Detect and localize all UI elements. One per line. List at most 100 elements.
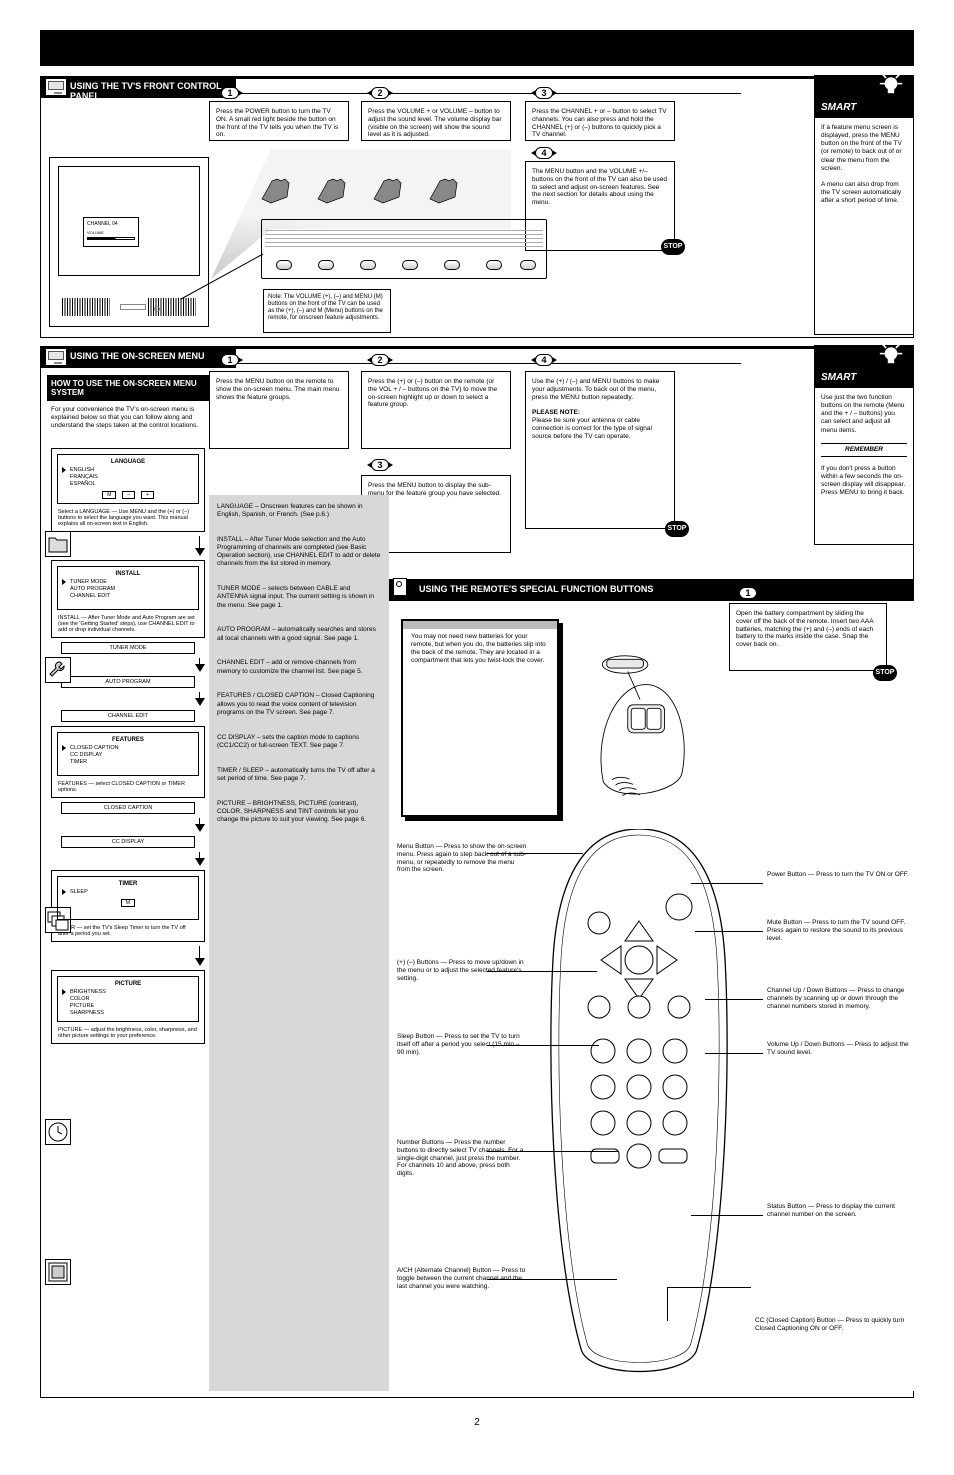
frame-icon	[45, 1259, 71, 1285]
left-col-header: HOW TO USE THE ON-SCREEN MENU SYSTEM	[47, 375, 209, 401]
gray-text: LANGUAGE – Onscreen features can be show…	[217, 503, 381, 519]
osd-item: COLOR	[70, 996, 90, 1002]
mini-label: AUTO PROGRAM	[61, 676, 195, 688]
step-box-3: Press the CHANNEL + or – button to selec…	[525, 101, 675, 141]
label-text: A/CH (Alternate Channel) Button — Press …	[397, 1267, 525, 1290]
remote-label-plusminus: (+) (–) Buttons — Press to move up/down …	[397, 959, 527, 982]
section-title-text: USING THE ON-SCREEN MENU	[70, 351, 205, 361]
remote-note-frame: You may not need new batteries for your …	[401, 619, 559, 817]
step-box-2: Press the VOLUME + or VOLUME – button to…	[361, 101, 511, 141]
section-title: USING THE TV'S FRONT CONTROL PANEL	[40, 76, 236, 98]
section-title-text: USING THE REMOTE'S SPECIAL FUNCTION BUTT…	[419, 584, 653, 594]
osd-desc: INSTALL — After Tuner Mode and Auto Prog…	[58, 615, 198, 633]
label-text: (+) (–) Buttons — Press to move up/down …	[397, 959, 524, 982]
folder-icon	[45, 531, 71, 557]
osd-item: PICTURE	[70, 1003, 94, 1009]
osd-item: CLOSED CAPTION	[70, 745, 119, 751]
step-box-4: The MENU button and the VOLUME +/– butto…	[525, 161, 675, 251]
section-title-text: USING THE TV'S FRONT CONTROL PANEL	[70, 81, 221, 101]
remote-step1-box: Open the battery compartment by sliding …	[729, 603, 887, 671]
step-chip-3: 3	[371, 459, 389, 471]
label-text: Power Button — Press to turn the TV ON o…	[767, 871, 909, 878]
gray-text: INSTALL – After Tuner Mode selection and…	[217, 536, 381, 569]
osd-channel: CHANNEL 04	[87, 221, 135, 227]
wrench-icon	[45, 657, 71, 683]
osd-card-picture: PICTURE BRIGHTNESS COLOR PICTURE SHARPNE…	[51, 970, 205, 1044]
osd-desc: FEATURES — select CLOSED CAPTION or TIME…	[58, 781, 198, 793]
osd-item: SHARPNESS	[70, 1010, 104, 1016]
leader-line	[181, 249, 271, 309]
gray-text: TIMER / SLEEP – automatically turns the …	[217, 767, 381, 783]
remote-icon	[393, 578, 407, 596]
step-chip-1: 1	[221, 354, 239, 366]
label-text: Mute Button — Press to turn the TV sound…	[767, 919, 905, 942]
label-text: Volume Up / Down Buttons — Press to adju…	[767, 1041, 909, 1056]
mini-label: TUNER MODE	[61, 642, 195, 654]
remote-label-sleep: Sleep Button — Press to set the TV to tu…	[397, 1033, 527, 1056]
step-chip-4: 4	[535, 354, 553, 366]
step-wire	[221, 93, 741, 94]
osd-desc: TIMER — set the TV's Sleep Timer to turn…	[58, 925, 198, 937]
tv-icon	[45, 348, 67, 366]
hand-icon	[255, 169, 299, 209]
step-text: Open the battery compartment by sliding …	[736, 610, 873, 648]
lightbulb-icon	[875, 66, 907, 103]
osd-item: CHANNEL EDIT	[70, 593, 110, 599]
step-chip-4: 4	[535, 147, 553, 159]
remote-label-numbers: Number Buttons — Press the number button…	[397, 1139, 527, 1178]
left-column: HOW TO USE THE ON-SCREEN MENU SYSTEM For…	[47, 375, 209, 1048]
osd-desc: PICTURE — adjust the brightness, color, …	[58, 1027, 198, 1039]
smart-tip-box: SMART Use just the two function buttons …	[814, 345, 914, 545]
step-text: Press the VOLUME + or VOLUME – button to…	[368, 108, 502, 138]
notice-header: PLEASE NOTE:	[532, 409, 580, 416]
notice-text: Please be sure your antenna or cable con…	[532, 417, 652, 440]
osd-card-features: FEATURES CLOSED CAPTION CC DISPLAY TIMER…	[51, 726, 205, 798]
stop-badge: STOP	[873, 665, 897, 681]
smart-text: If you don't press a button within a few…	[821, 465, 907, 498]
page-number: 2	[40, 1417, 914, 1428]
osd-volume: VOLUME	[87, 230, 135, 235]
gray-text: CC DISPLAY – sets the caption mode to ca…	[217, 734, 381, 750]
tv-icon	[45, 78, 67, 96]
left-col-intro: For your convenience the TV's on-screen …	[47, 402, 209, 434]
smart-title: SMART	[821, 102, 856, 113]
step-text: Press the (+) or (–) button on the remot…	[368, 378, 497, 408]
remote-label-chan: Channel Up / Down Buttons — Press to cha…	[767, 987, 917, 1010]
remote-label-status: Status Button — Press to display the cur…	[767, 1203, 917, 1219]
gray-explain-column: LANGUAGE – Onscreen features can be show…	[209, 495, 389, 1391]
step-wire	[221, 363, 741, 364]
osd-title: PICTURE	[62, 981, 194, 987]
step-box-2: Press the (+) or (–) button on the remot…	[361, 371, 511, 449]
clock-icon	[45, 1119, 71, 1145]
osd-item: FRANÇAIS	[70, 474, 98, 480]
label-text: CC (Closed Caption) Button — Press to qu…	[755, 1317, 904, 1332]
step-text: The MENU button and the VOLUME +/– butto…	[532, 168, 667, 206]
osd-card-language: LANGUAGE ENGLISH FRANÇAIS ESPAÑOL M–+ Se…	[51, 448, 205, 532]
step-box-1: Press the MENU button on the remote to s…	[209, 371, 349, 449]
gray-text: FEATURES / CLOSED CAPTION – Closed Capti…	[217, 692, 381, 716]
step-chip-3: 3	[535, 87, 553, 99]
lightbulb-icon	[875, 336, 907, 373]
osd-item: ESPAÑOL	[70, 481, 96, 487]
osd-item: AUTO PROGRAM	[70, 586, 115, 592]
remote-battery-illustration	[577, 633, 717, 813]
section-title: USING THE ON-SCREEN MENU	[40, 346, 236, 368]
remote-label-cc: CC (Closed Caption) Button — Press to qu…	[755, 1317, 905, 1333]
osd-title: LANGUAGE	[62, 459, 194, 465]
gray-text: TUNER MODE – selects between CABLE and A…	[217, 585, 381, 609]
label-text: Menu Button — Press to show the on-scree…	[397, 843, 526, 873]
smart-title: SMART	[821, 372, 856, 383]
remote-label-vol: Volume Up / Down Buttons — Press to adju…	[767, 1041, 917, 1057]
osd-title: FEATURES	[62, 737, 194, 743]
remote-note-text: You may not need new batteries for your …	[411, 633, 546, 664]
osd-item: SLEEP	[70, 889, 88, 895]
mini-label: CC DISPLAY	[61, 836, 195, 848]
section-onscreen-menu: USING THE ON-SCREEN MENU 1 2 4 3 Press t…	[40, 346, 914, 1398]
osd-item: ENGLISH	[70, 467, 94, 473]
remote-label-ach: A/CH (Alternate Channel) Button — Press …	[397, 1267, 527, 1290]
step-text: Press the MENU button on the remote to s…	[216, 378, 339, 401]
mini-label: CHANNEL EDIT	[61, 710, 195, 722]
step-text: Use the (+) / (–) and MENU buttons to ma…	[532, 378, 659, 401]
label-text: Channel Up / Down Buttons — Press to cha…	[767, 987, 904, 1010]
osd-item: CC DISPLAY	[70, 752, 102, 758]
